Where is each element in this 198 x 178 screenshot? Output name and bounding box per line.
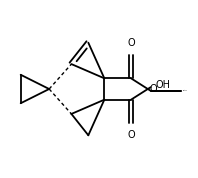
Text: O: O (149, 84, 157, 94)
Text: O: O (127, 38, 135, 48)
Text: methyl: methyl (183, 90, 188, 91)
Text: OH: OH (156, 80, 171, 90)
Text: O: O (127, 130, 135, 140)
